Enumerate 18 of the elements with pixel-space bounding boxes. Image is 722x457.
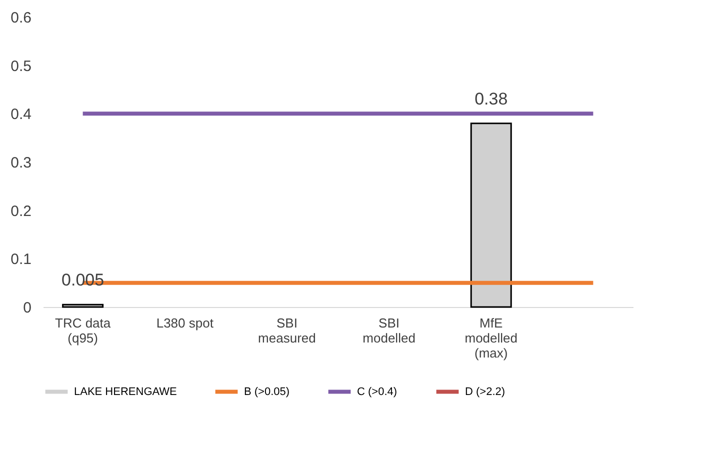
legend-label: LAKE HERENGAWE: [74, 386, 177, 398]
x-tick-label: MfE modelled (max): [464, 316, 518, 360]
y-tick-label: 0.2: [10, 202, 32, 220]
data-label: 0.005: [62, 270, 104, 290]
x-tick-label: L380 spot: [156, 316, 214, 330]
y-tick-label: 0.4: [10, 106, 32, 124]
y-tick-label: 0.1: [10, 251, 32, 268]
y-tick-label: 0: [23, 300, 32, 316]
data-label: 0.38: [474, 89, 508, 108]
legend-label: B (>0.05): [244, 386, 290, 398]
x-tick-label: SBI measured: [258, 316, 316, 346]
legend-label: D (>2.2): [465, 386, 506, 398]
x-tick-label: TRC data (q95): [54, 316, 112, 346]
x-tick-label: SBI modelled: [362, 316, 416, 346]
y-tick-label: 0.6: [10, 10, 32, 26]
y-tick-label: 0.3: [10, 154, 32, 172]
y-tick-label: 0.5: [10, 58, 32, 75]
legend-label: C (>0.4): [357, 386, 398, 398]
